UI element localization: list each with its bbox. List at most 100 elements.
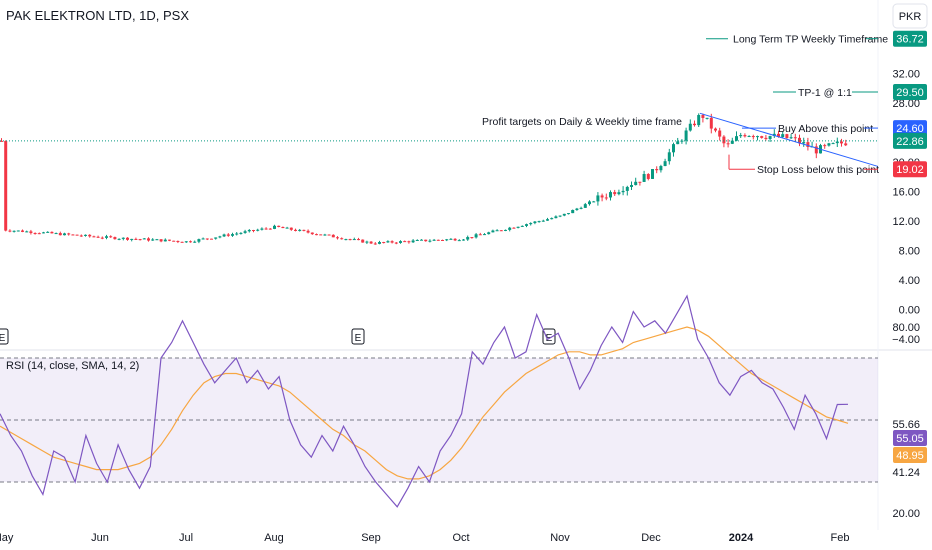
candle-body (16, 230, 20, 232)
candle-body (634, 181, 638, 186)
candle-body (785, 134, 789, 139)
candle-body (516, 226, 520, 228)
rsi-badge-label: 55.05 (896, 433, 924, 445)
candle-body (247, 230, 251, 232)
candle-body (726, 143, 730, 145)
price-overlays: Long Term TP Weekly Timeframe 36.72 TP-1 @… (0, 30, 927, 178)
candle-body (470, 237, 474, 239)
time-tick-label: Feb (831, 532, 850, 544)
candle-body (764, 137, 768, 139)
earnings-marker[interactable] (351, 328, 365, 345)
candle-body (718, 130, 722, 137)
candle-body (100, 237, 104, 239)
candle-body (844, 143, 848, 146)
candle-body (827, 143, 831, 146)
candle-body (268, 228, 272, 230)
candle-body (147, 238, 150, 241)
candle-body (411, 240, 415, 243)
candle-body (159, 239, 163, 242)
candle-body (336, 237, 339, 239)
candle-body (688, 123, 692, 131)
candle-body (474, 234, 478, 238)
candle-body (621, 190, 625, 193)
earnings-marker-label: E (355, 333, 362, 344)
rsi-line (0, 294, 849, 508)
earnings-marker[interactable] (0, 328, 9, 345)
candle-body (491, 230, 495, 233)
time-tick-label: Nov (550, 532, 570, 544)
candle-body (709, 117, 713, 129)
time-tick-label: Sep (361, 532, 381, 544)
candle-body (403, 241, 407, 243)
candle-body (235, 233, 239, 235)
current-price-badge (893, 132, 927, 149)
candle-body (21, 230, 24, 232)
candle-body (659, 166, 663, 171)
candle-body (697, 115, 701, 126)
rsi-title: RSI (14, close, SMA, 14, 2) (6, 360, 139, 372)
candle-body (772, 133, 776, 137)
rsi-badge (893, 430, 927, 446)
rsi-ma-line (0, 326, 849, 480)
price-tick-label: 12.00 (892, 216, 920, 228)
candle-body (365, 241, 369, 243)
level-label: Buy Above this point (778, 123, 873, 135)
candle-body (302, 229, 306, 231)
candle-body (218, 236, 222, 238)
candle-body (84, 234, 87, 236)
candle-body (357, 239, 360, 241)
candle-body (344, 239, 348, 241)
candle-body (663, 161, 667, 167)
candle-body (735, 136, 738, 141)
rsi-badge (893, 447, 927, 463)
candle-body (25, 231, 29, 233)
candle-body (672, 144, 675, 153)
time-tick-label: Dec (641, 532, 661, 544)
earnings-marker[interactable] (542, 328, 556, 345)
candle-body (751, 136, 755, 138)
candle-body (743, 135, 747, 137)
candle-body (835, 141, 839, 144)
candle-body (508, 227, 512, 230)
candle-body (315, 234, 318, 236)
candle-body (604, 197, 608, 199)
candle-body (756, 136, 759, 138)
candle-body (504, 229, 507, 231)
candle-body (558, 215, 562, 217)
annotation-profit-targets: Profit targets on Daily & Weekly time fr… (482, 116, 682, 128)
candle-body (462, 239, 465, 241)
candle-body (214, 237, 218, 239)
candle-body (525, 224, 528, 226)
candle-body (210, 238, 213, 240)
candle-body (798, 137, 801, 144)
candle-body (466, 237, 470, 240)
candle-body (583, 204, 587, 208)
candle-body (777, 133, 780, 138)
currency-button[interactable]: PKR (892, 3, 928, 29)
candle-body (646, 174, 650, 179)
candle-body (436, 239, 440, 241)
candle-body (138, 239, 142, 241)
price-candles (0, 113, 848, 245)
candle-body (243, 231, 247, 233)
trendline[interactable] (699, 112, 879, 167)
candle-body (277, 225, 281, 227)
current-price-badge-label: 22.86 (896, 136, 924, 148)
candle-body (831, 143, 835, 145)
candle-body (306, 230, 310, 233)
candle-body (163, 239, 167, 242)
candle-body (453, 238, 457, 241)
candle-body (537, 221, 541, 223)
candle-body (184, 241, 188, 243)
candle-body (0, 140, 3, 142)
candle-body (239, 232, 243, 234)
candle-body (739, 135, 743, 137)
candle-body (105, 236, 108, 238)
candle-body (533, 221, 537, 224)
candle-body (562, 213, 566, 216)
candle-body (760, 136, 764, 138)
candle-body (130, 238, 134, 240)
time-tick-label: Jul (179, 532, 193, 544)
level-badge-label: 29.50 (896, 87, 924, 99)
candle-body (155, 239, 159, 241)
